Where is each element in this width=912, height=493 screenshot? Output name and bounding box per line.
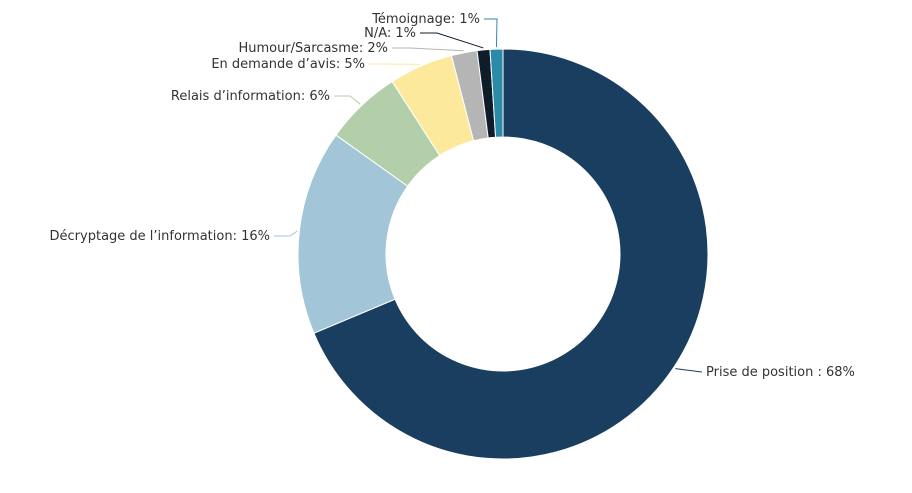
leader-line-6	[484, 18, 498, 48]
label-prise-de-position: Prise de position : 68%	[706, 365, 855, 380]
label-humour: Humour/Sarcasme: 2%	[238, 41, 388, 56]
leader-line-0	[675, 368, 703, 373]
label-decryptage: Décryptage de l’information: 16%	[50, 229, 270, 244]
slice-6[interactable]	[489, 48, 504, 138]
leader-line-1	[274, 230, 298, 237]
leader-line-5	[420, 32, 484, 49]
label-en-demande: En demande d’avis: 5%	[211, 57, 365, 72]
slice-0[interactable]	[313, 48, 709, 460]
leader-line-2	[334, 95, 361, 105]
leader-line-4	[392, 47, 464, 52]
label-na: N/A: 1%	[364, 26, 416, 41]
label-temoignage: Témoignage: 1%	[371, 12, 480, 27]
label-relais: Relais d’information: 6%	[171, 89, 330, 104]
